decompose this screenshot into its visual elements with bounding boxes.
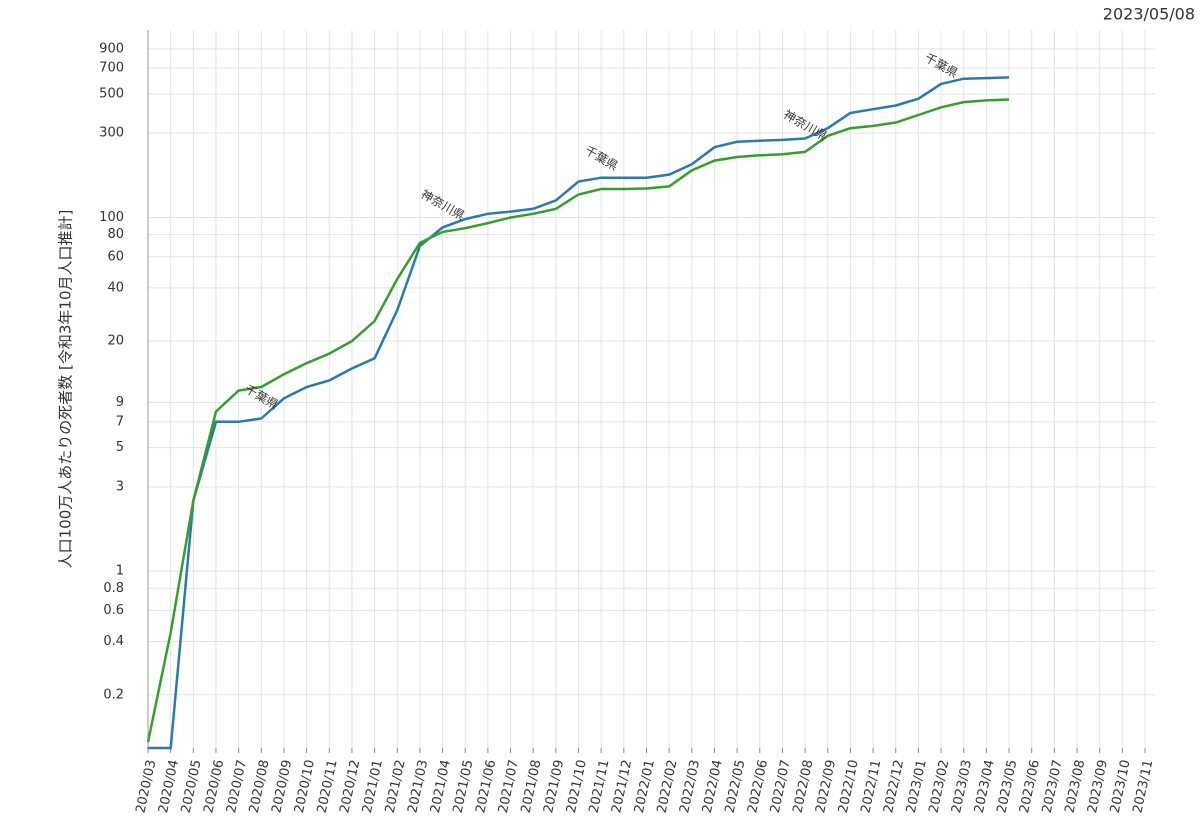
x-tick-label: 2021/06	[473, 758, 499, 814]
y-tick-label: 60	[107, 249, 124, 264]
x-tick-label: 2021/03	[405, 758, 431, 814]
series-line	[148, 76, 1010, 750]
x-tick-label: 2020/10	[292, 758, 318, 814]
date-label: 2023/05/08	[1103, 5, 1195, 24]
y-tick-label: 1	[116, 564, 124, 579]
y-axis-label: 人口100万人あたりの死者数 [令和3年10月人口推計]	[57, 210, 75, 569]
x-tick-label: 2021/01	[360, 758, 386, 814]
x-tick-label: 2022/04	[700, 758, 726, 814]
x-tick-label: 2020/08	[247, 758, 273, 814]
x-tick-label: 2022/09	[813, 758, 839, 814]
x-tick-label: 2020/06	[201, 758, 227, 814]
x-tick-label: 2020/12	[337, 758, 363, 814]
y-tick-label: 500	[99, 86, 124, 101]
x-tick-label: 2023/04	[972, 758, 998, 814]
x-tick-label: 2021/09	[541, 758, 567, 814]
x-tick-label: 2022/12	[881, 758, 907, 814]
x-tick-label: 2021/07	[496, 758, 522, 814]
y-tick-label: 300	[99, 126, 124, 141]
y-tick-label: 0.4	[103, 634, 124, 649]
y-tick-label: 9	[116, 395, 124, 410]
x-tick-label: 2021/02	[383, 758, 409, 814]
x-tick-label: 2021/10	[564, 758, 590, 814]
y-tick-label: 100	[99, 210, 124, 225]
x-tick-label: 2021/12	[609, 758, 635, 814]
x-tick-label: 2023/03	[949, 758, 975, 814]
y-tick-label: 0.2	[103, 687, 124, 702]
y-tick-label: 3	[116, 479, 124, 494]
x-tick-label: 2020/11	[315, 758, 341, 814]
y-tick-label: 0.8	[103, 581, 124, 596]
x-tick-label: 2020/09	[269, 758, 295, 814]
x-tick-label: 2023/11	[1130, 758, 1156, 814]
x-tick-label: 2020/04	[156, 758, 182, 814]
x-tick-label: 2022/02	[655, 758, 681, 814]
x-tick-label: 2020/07	[224, 758, 250, 814]
x-tick-label: 2020/05	[179, 758, 205, 814]
y-tick-label: 5	[116, 440, 124, 455]
x-tick-label: 2022/05	[723, 758, 749, 814]
y-tick-label: 900	[99, 41, 124, 56]
y-tick-label: 80	[107, 227, 124, 242]
y-tick-label: 700	[99, 61, 124, 76]
x-tick-label: 2023/07	[1040, 758, 1066, 814]
y-tick-label: 7	[116, 414, 124, 429]
x-tick-label: 2022/07	[768, 758, 794, 814]
x-tick-label: 2022/11	[859, 758, 885, 814]
y-tick-label: 0.6	[103, 603, 124, 618]
x-tick-label: 2021/11	[587, 758, 613, 814]
x-tick-label: 2021/05	[451, 758, 477, 814]
series-line	[146, 98, 1010, 743]
x-tick-label: 2023/05	[994, 758, 1020, 814]
x-tick-label: 2023/10	[1108, 758, 1134, 814]
x-tick-label: 2023/08	[1062, 758, 1088, 814]
x-tick-label: 2022/10	[836, 758, 862, 814]
x-tick-label: 2022/01	[632, 758, 658, 814]
x-tick-label: 2022/08	[791, 758, 817, 814]
x-tick-label: 2023/02	[927, 758, 953, 814]
y-tick-label: 40	[107, 280, 124, 295]
x-tick-label: 2023/06	[1017, 758, 1043, 814]
x-tick-label: 2022/06	[745, 758, 771, 814]
x-tick-label: 2021/04	[428, 758, 454, 814]
x-tick-label: 2021/08	[519, 758, 545, 814]
y-tick-label: 20	[107, 334, 124, 349]
x-tick-label: 2022/03	[677, 758, 703, 814]
x-tick-label: 2023/09	[1085, 758, 1111, 814]
x-tick-label: 2023/01	[904, 758, 930, 814]
x-tick-label: 2020/03	[133, 758, 159, 814]
